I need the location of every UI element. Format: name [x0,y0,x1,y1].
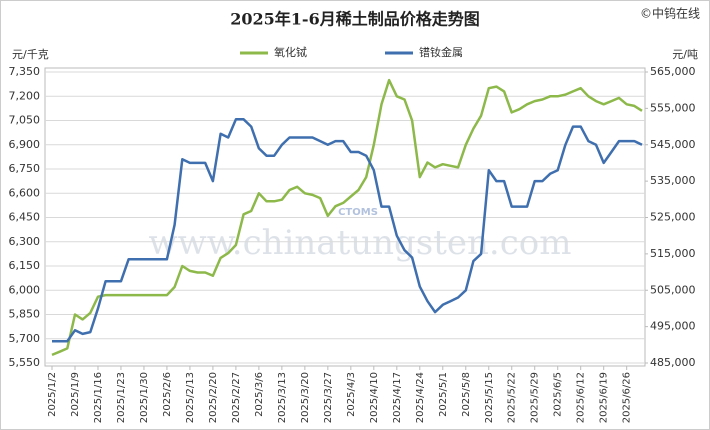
x-tick-label: 2025/2/6 [162,372,173,417]
y2-tick-label: 555,000 [650,101,696,114]
watermark: www.chinatungsten.com [149,223,572,263]
y2-tick-label: 565,000 [650,65,696,78]
x-tick-label: 2025/6/19 [599,372,610,423]
y-tick-label: 5,850 [9,308,41,321]
y-tick-label: 7,350 [9,65,41,78]
y2-tick-label: 515,000 [650,247,696,260]
y-unit: 元/千克 [12,48,49,61]
y-tick-label: 6,150 [9,259,41,272]
x-tick-label: 2025/3/13 [277,372,288,423]
y2-tick-label: 485,000 [650,356,696,369]
y2-tick-label: 545,000 [650,138,696,151]
x-tick-label: 2025/5/22 [507,372,518,423]
y2-tick-label: 525,000 [650,211,696,224]
x-tick-label: 2025/3/27 [323,372,334,423]
x-tick-label: 2025/3/20 [300,372,311,423]
y-tick-label: 7,200 [9,89,41,102]
x-tick-label: 2025/5/29 [530,372,541,423]
x-tick-label: 2025/5/1 [438,372,449,417]
x-tick-label: 2025/4/10 [369,372,380,423]
y2-tick-label: 535,000 [650,174,696,187]
series-line [51,78,643,357]
x-tick-label: 2025/4/24 [415,372,426,423]
x-tick-label: 2025/4/3 [346,372,357,417]
y-tick-label: 6,000 [9,283,41,296]
y2-unit: 元/吨 [672,48,698,61]
x-tick-label: 2025/5/15 [484,372,495,423]
x-tick-label: 2025/1/23 [116,372,127,423]
y-tick-label: 6,600 [9,186,41,199]
y-tick-label: 5,550 [9,356,41,369]
legend-label: 氧化铽 [274,45,307,59]
y-tick-label: 7,050 [9,114,41,127]
x-tick-label: 2025/1/9 [70,372,81,417]
y2-tick-label: 495,000 [650,320,696,333]
x-tick-label: 2025/6/5 [553,372,564,417]
x-tick-label: 2025/6/12 [576,372,587,423]
x-tick-label: 2025/1/2 [47,372,58,417]
source: ©中钨在线 [640,6,700,21]
y-tick-label: 5,700 [9,332,41,345]
x-tick-label: 2025/3/6 [254,372,265,417]
x-tick-label: 2025/6/26 [622,372,633,423]
y-tick-label: 6,750 [9,162,41,175]
x-tick-label: 2025/2/13 [185,372,196,423]
logo: CTOMS [338,207,378,218]
x-tick-label: 2025/5/8 [461,372,472,417]
chart-title: 2025年1-6月稀土制品价格走势图 [230,10,479,29]
x-tick-label: 2025/2/27 [231,372,242,423]
series-line [52,118,643,343]
y2-tick-label: 505,000 [650,283,696,296]
y-tick-label: 6,900 [9,138,41,151]
x-tick-label: 2025/1/30 [139,372,150,423]
x-tick-label: 2025/2/20 [208,372,219,423]
legend-label: 镨钕金属 [419,45,463,59]
y-tick-label: 6,300 [9,235,41,248]
x-tick-label: 2025/4/17 [392,372,403,423]
x-tick-label: 2025/1/16 [93,372,104,423]
y-tick-label: 6,450 [9,211,41,224]
